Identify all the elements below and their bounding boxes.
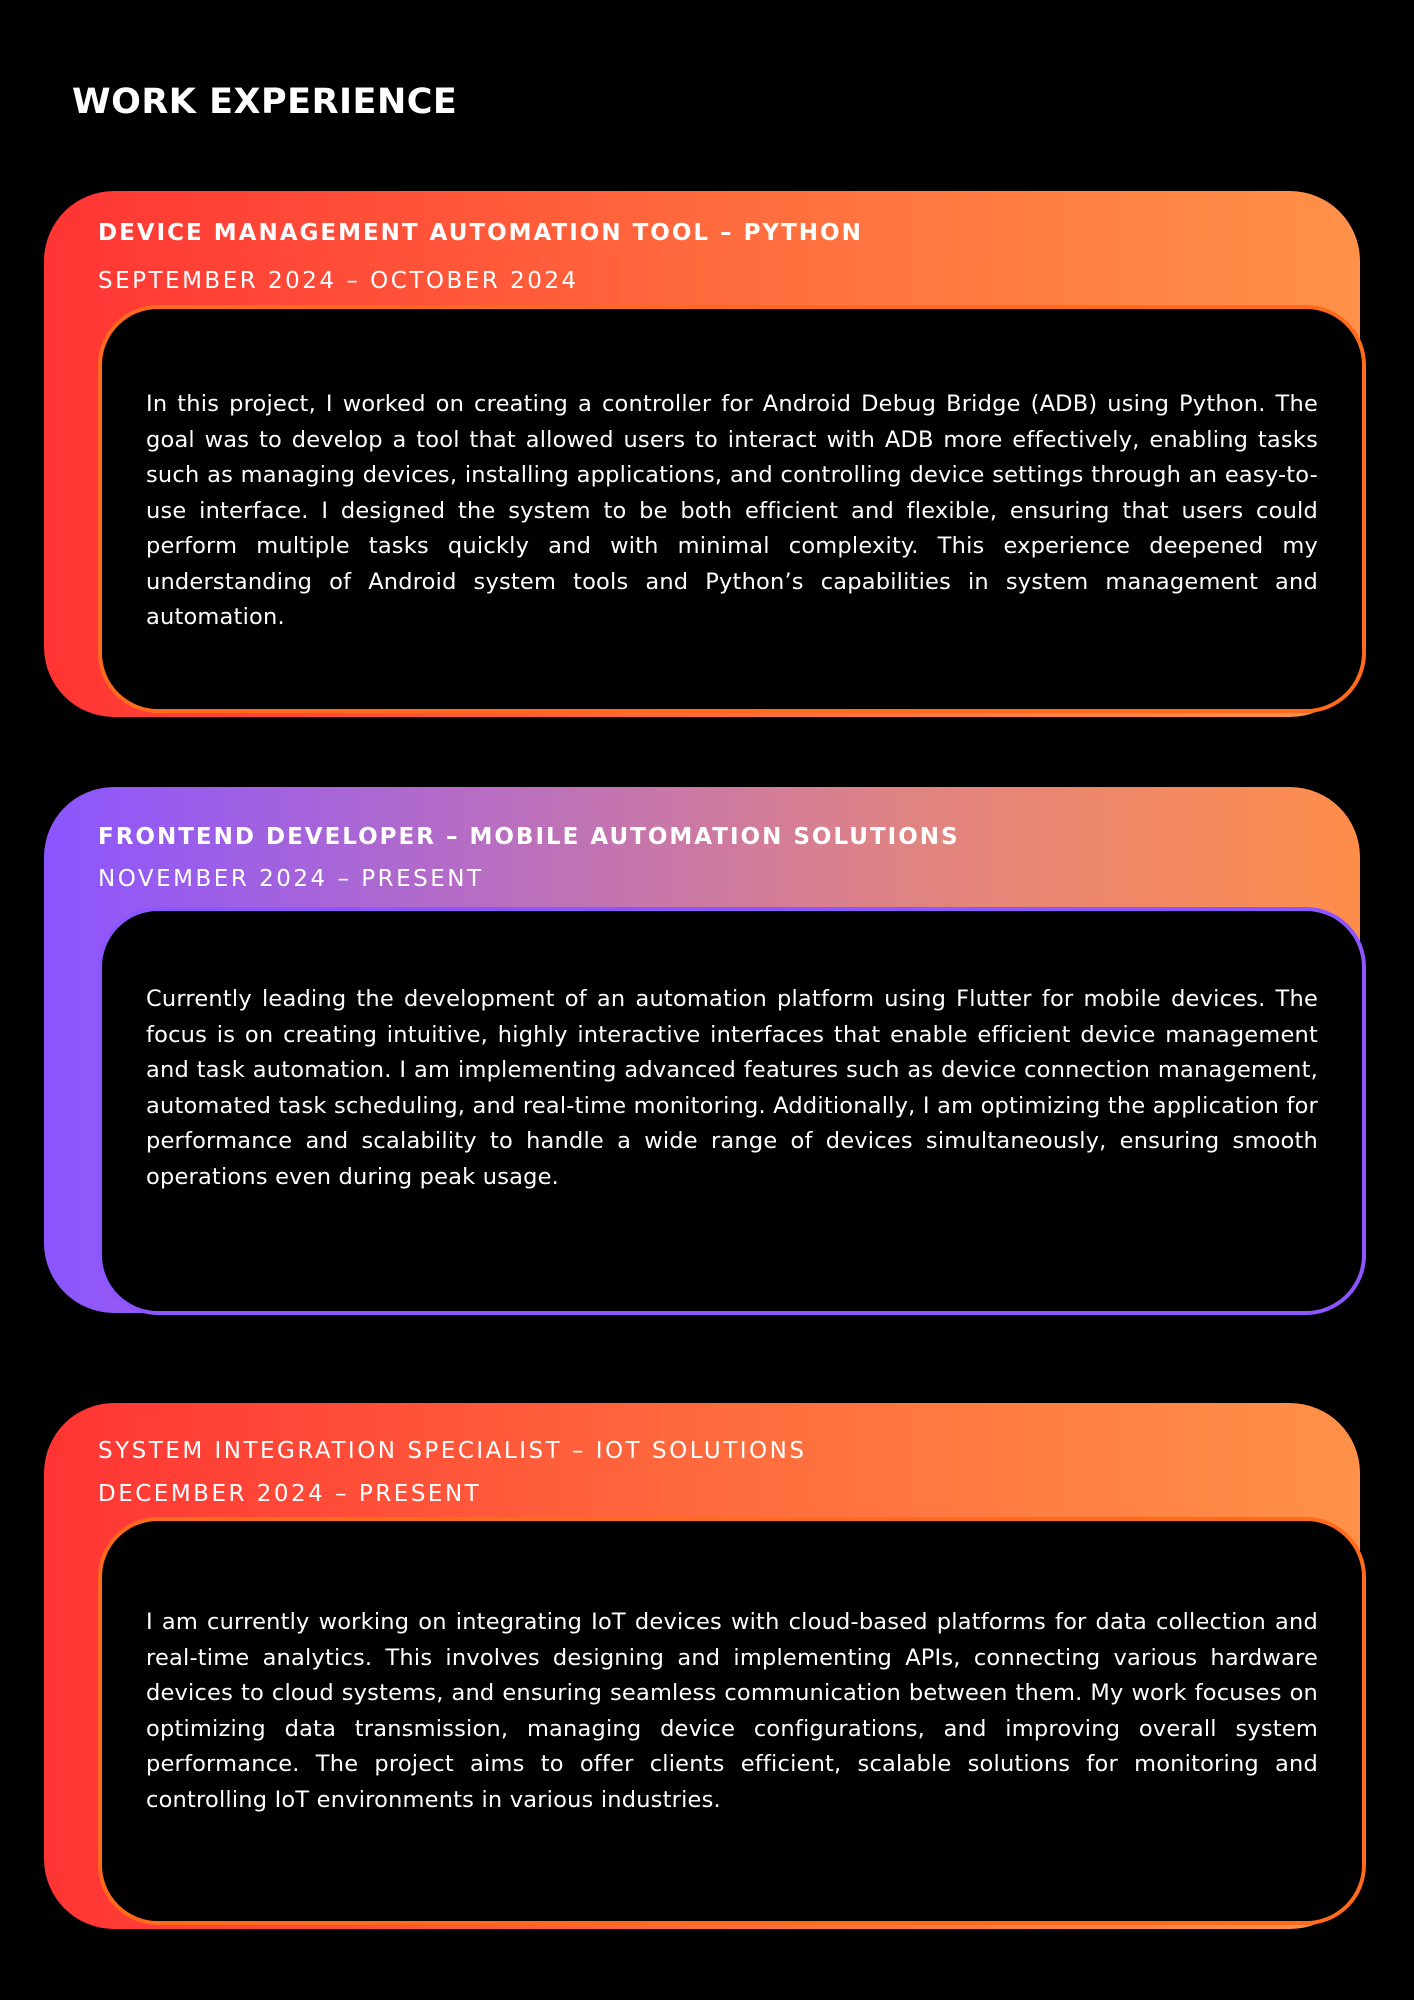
- experience-description-panel: Currently leading the development of an …: [98, 907, 1366, 1315]
- page-title: WORK EXPERIENCE: [72, 82, 458, 122]
- experience-dates: DECEMBER 2024 – PRESENT: [98, 1481, 482, 1507]
- experience-description: Currently leading the development of an …: [146, 986, 1318, 1190]
- experience-dates: NOVEMBER 2024 – PRESENT: [98, 866, 484, 892]
- experience-description-panel: In this project, I worked on creating a …: [98, 305, 1366, 713]
- experience-card-system-integration: SYSTEM INTEGRATION SPECIALIST – IOT SOLU…: [44, 1403, 1366, 1929]
- experience-card-device-management: DEVICE MANAGEMENT AUTOMATION TOOL – PYTH…: [44, 191, 1366, 717]
- experience-description: I am currently working on integrating Io…: [146, 1609, 1318, 1813]
- experience-title: SYSTEM INTEGRATION SPECIALIST – IOT SOLU…: [98, 1438, 807, 1464]
- experience-card-frontend-developer: FRONTEND DEVELOPER – MOBILE AUTOMATION S…: [44, 787, 1366, 1315]
- experience-title: FRONTEND DEVELOPER – MOBILE AUTOMATION S…: [98, 824, 960, 850]
- experience-description-panel: I am currently working on integrating Io…: [98, 1517, 1366, 1925]
- experience-description: In this project, I worked on creating a …: [146, 391, 1318, 630]
- experience-title: DEVICE MANAGEMENT AUTOMATION TOOL – PYTH…: [98, 220, 863, 246]
- experience-dates: SEPTEMBER 2024 – OCTOBER 2024: [98, 268, 579, 294]
